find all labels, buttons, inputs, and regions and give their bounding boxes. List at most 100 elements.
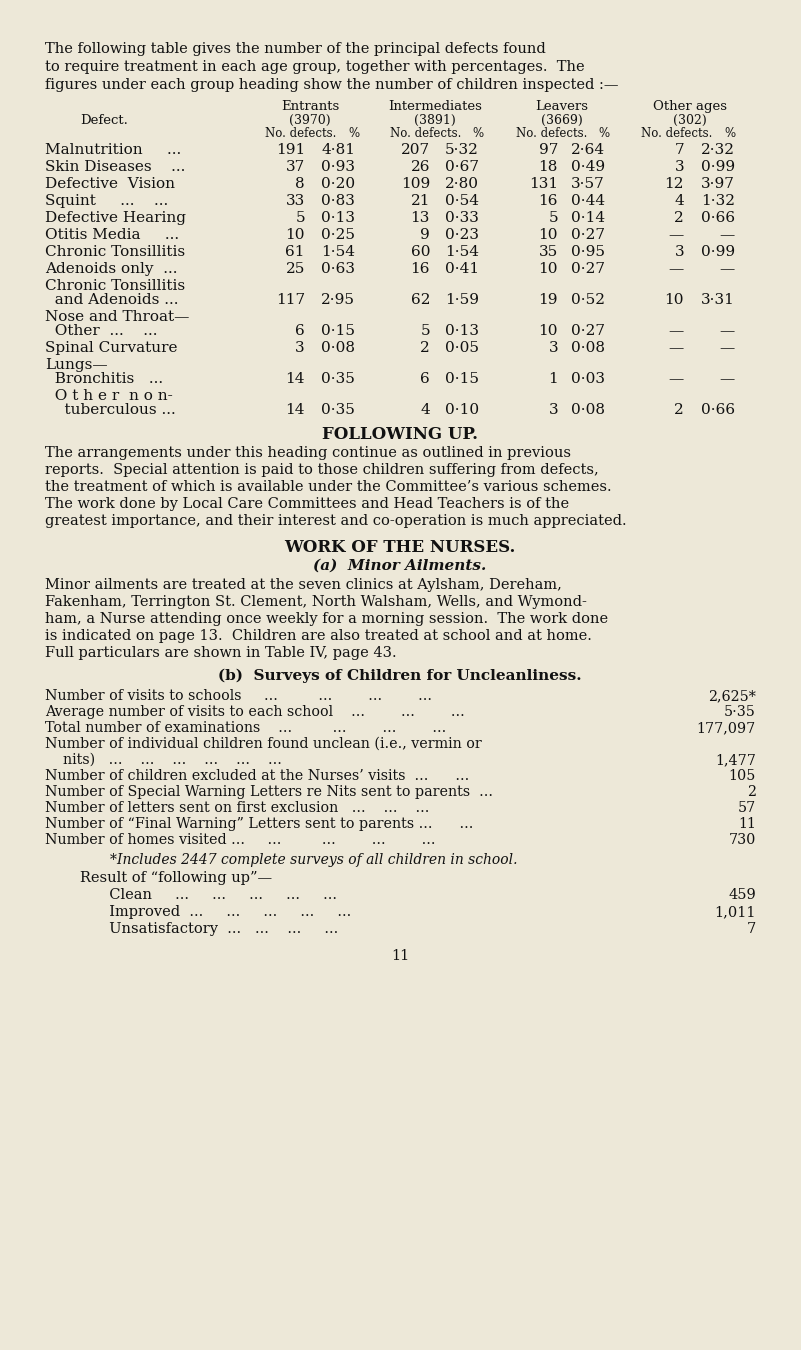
Text: O t h e r  n o n-: O t h e r n o n- (45, 389, 173, 404)
Text: 3·97: 3·97 (701, 177, 735, 190)
Text: —: — (720, 228, 735, 242)
Text: Squint     ...    ...: Squint ... ... (45, 194, 168, 208)
Text: 25: 25 (286, 262, 305, 275)
Text: 3: 3 (674, 161, 684, 174)
Text: nits)   ...    ...    ...    ...    ...    ...: nits) ... ... ... ... ... ... (45, 753, 282, 767)
Text: Skin Diseases    ...: Skin Diseases ... (45, 161, 185, 174)
Text: 0·08: 0·08 (321, 342, 355, 355)
Text: (3669): (3669) (541, 113, 583, 127)
Text: Defective  Vision: Defective Vision (45, 177, 175, 190)
Text: 0·63: 0·63 (321, 262, 355, 275)
Text: 8: 8 (296, 177, 305, 190)
Text: tuberculous ...: tuberculous ... (45, 404, 175, 417)
Text: ham, a Nurse attending once weekly for a morning session.  The work done: ham, a Nurse attending once weekly for a… (45, 612, 608, 626)
Text: 10: 10 (665, 293, 684, 306)
Text: 3·57: 3·57 (571, 177, 605, 190)
Text: 37: 37 (286, 161, 305, 174)
Text: 117: 117 (276, 293, 305, 306)
Text: 1·54: 1·54 (445, 244, 479, 259)
Text: 2: 2 (747, 784, 756, 799)
Text: 131: 131 (529, 177, 558, 190)
Text: Bronchitis   ...: Bronchitis ... (45, 373, 163, 386)
Text: —: — (720, 324, 735, 338)
Text: 11: 11 (391, 949, 409, 963)
Text: %: % (724, 127, 735, 140)
Text: *Includes 2447 complete surveys of all children in school.: *Includes 2447 complete surveys of all c… (110, 853, 517, 867)
Text: 0·14: 0·14 (571, 211, 605, 225)
Text: Other  ...    ...: Other ... ... (45, 324, 158, 338)
Text: —: — (720, 342, 735, 355)
Text: 2·64: 2·64 (571, 143, 605, 157)
Text: %: % (598, 127, 609, 140)
Text: 1: 1 (548, 373, 558, 386)
Text: 2: 2 (421, 342, 430, 355)
Text: 5: 5 (549, 211, 558, 225)
Text: 16: 16 (410, 262, 430, 275)
Text: FOLLOWING UP.: FOLLOWING UP. (322, 427, 478, 443)
Text: —: — (669, 324, 684, 338)
Text: 33: 33 (286, 194, 305, 208)
Text: 0·23: 0·23 (445, 228, 479, 242)
Text: greatest importance, and their interest and co-operation is much appreciated.: greatest importance, and their interest … (45, 514, 626, 528)
Text: Number of children excluded at the Nurses’ visits  ...      ...: Number of children excluded at the Nurse… (45, 769, 469, 783)
Text: reports.  Special attention is paid to those children suffering from defects,: reports. Special attention is paid to th… (45, 463, 599, 477)
Text: Unsatisfactory  ...   ...    ...     ...: Unsatisfactory ... ... ... ... (100, 922, 338, 936)
Text: 57: 57 (738, 801, 756, 815)
Text: 62: 62 (410, 293, 430, 306)
Text: %: % (472, 127, 483, 140)
Text: 207: 207 (400, 143, 430, 157)
Text: 0·05: 0·05 (445, 342, 479, 355)
Text: (3970): (3970) (289, 113, 331, 127)
Text: 97: 97 (538, 143, 558, 157)
Text: 10: 10 (538, 228, 558, 242)
Text: 2·95: 2·95 (321, 293, 355, 306)
Text: —: — (720, 373, 735, 386)
Text: 21: 21 (410, 194, 430, 208)
Text: No. defects.: No. defects. (390, 127, 461, 140)
Text: 14: 14 (285, 373, 305, 386)
Text: 10: 10 (285, 228, 305, 242)
Text: 177,097: 177,097 (697, 721, 756, 734)
Text: Total number of examinations    ...         ...        ...        ...: Total number of examinations ... ... ...… (45, 721, 446, 734)
Text: 2: 2 (674, 211, 684, 225)
Text: Number of Special Warning Letters re Nits sent to parents  ...: Number of Special Warning Letters re Nit… (45, 784, 493, 799)
Text: 1·54: 1·54 (321, 244, 355, 259)
Text: No. defects.: No. defects. (516, 127, 587, 140)
Text: Adenoids only  ...: Adenoids only ... (45, 262, 178, 275)
Text: Number of homes visited ...     ...         ...        ...        ...: Number of homes visited ... ... ... ... … (45, 833, 436, 846)
Text: —: — (720, 262, 735, 275)
Text: Chronic Tonsillitis: Chronic Tonsillitis (45, 279, 185, 293)
Text: 7: 7 (674, 143, 684, 157)
Text: 35: 35 (539, 244, 558, 259)
Text: 0·66: 0·66 (701, 404, 735, 417)
Text: 7: 7 (747, 922, 756, 936)
Text: Leavers: Leavers (536, 100, 589, 113)
Text: 12: 12 (665, 177, 684, 190)
Text: 2,625*: 2,625* (708, 688, 756, 703)
Text: 0·95: 0·95 (571, 244, 605, 259)
Text: 2: 2 (674, 404, 684, 417)
Text: 0·93: 0·93 (321, 161, 355, 174)
Text: 1·59: 1·59 (445, 293, 479, 306)
Text: Other ages: Other ages (653, 100, 727, 113)
Text: 0·27: 0·27 (571, 324, 605, 338)
Text: 6: 6 (296, 324, 305, 338)
Text: 0·49: 0·49 (571, 161, 605, 174)
Text: 61: 61 (285, 244, 305, 259)
Text: (b)  Surveys of Children for Uncleanliness.: (b) Surveys of Children for Uncleanlines… (218, 670, 582, 683)
Text: 26: 26 (410, 161, 430, 174)
Text: 0·13: 0·13 (445, 324, 479, 338)
Text: %: % (348, 127, 359, 140)
Text: Number of letters sent on first exclusion   ...    ...    ...: Number of letters sent on first exclusio… (45, 801, 429, 815)
Text: Nose and Throat—: Nose and Throat— (45, 310, 189, 324)
Text: 0·25: 0·25 (321, 228, 355, 242)
Text: figures under each group heading show the number of children inspected :—: figures under each group heading show th… (45, 78, 618, 92)
Text: The work done by Local Care Committees and Head Teachers is of the: The work done by Local Care Committees a… (45, 497, 570, 512)
Text: Defective Hearing: Defective Hearing (45, 211, 186, 225)
Text: 18: 18 (538, 161, 558, 174)
Text: Number of visits to schools     ...         ...        ...        ...: Number of visits to schools ... ... ... … (45, 688, 432, 703)
Text: —: — (669, 373, 684, 386)
Text: 0·27: 0·27 (571, 228, 605, 242)
Text: Malnutrition     ...: Malnutrition ... (45, 143, 181, 157)
Text: (a)  Minor Ailments.: (a) Minor Ailments. (313, 559, 487, 572)
